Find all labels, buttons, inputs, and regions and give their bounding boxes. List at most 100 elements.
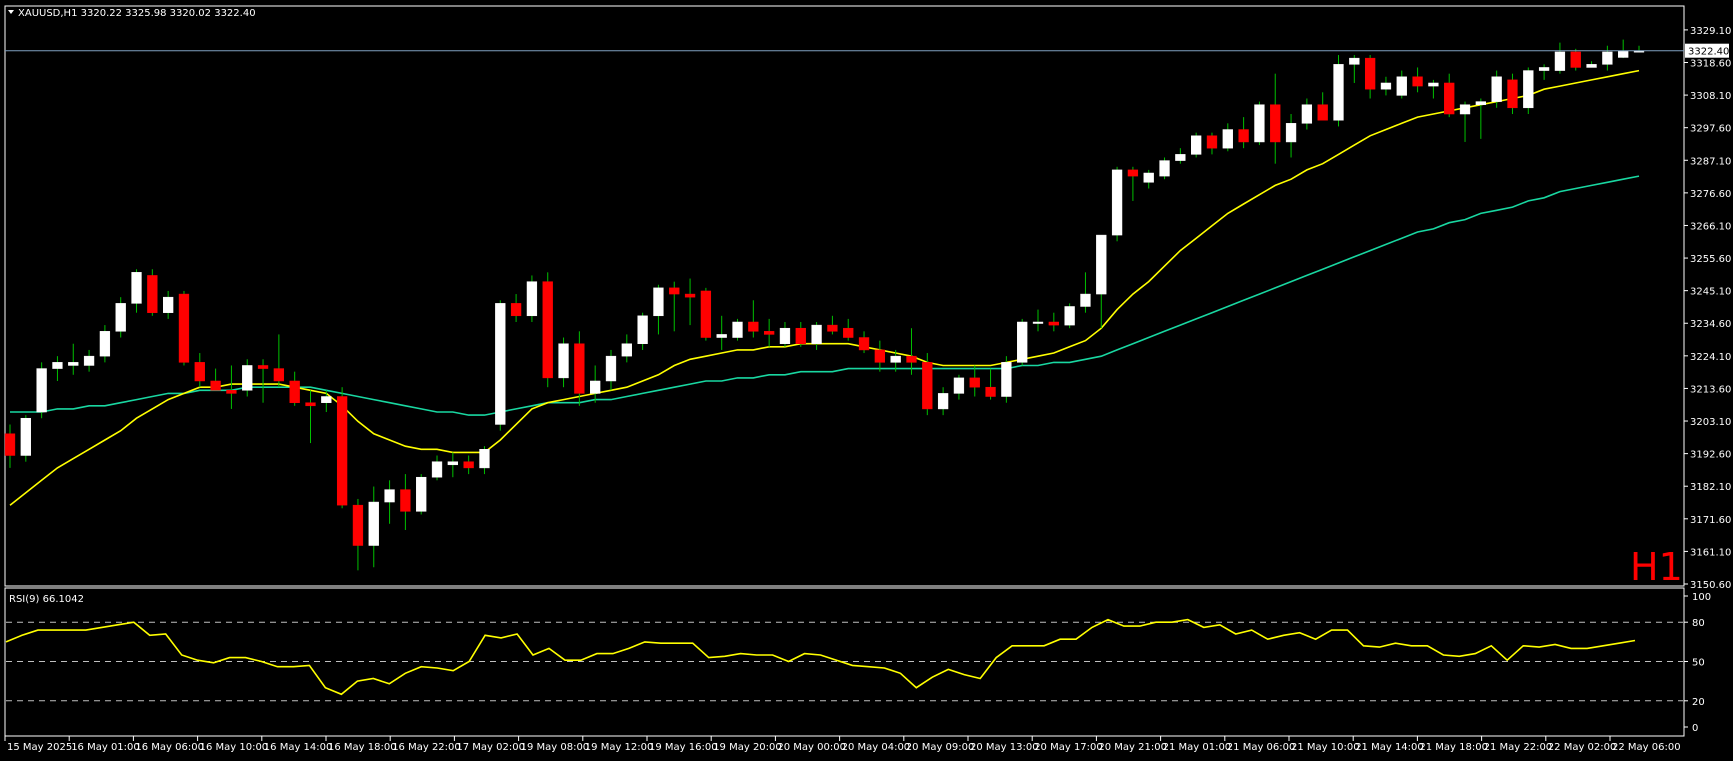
candle (1507, 73, 1518, 115)
bull-candle-body (1001, 362, 1012, 397)
bull-candle-body (384, 489, 395, 503)
candle (1206, 132, 1218, 155)
bull-candle-body (447, 461, 458, 466)
bull-candle-body (163, 296, 174, 313)
bull-candle-body (20, 417, 31, 456)
bull-candle-body (52, 362, 63, 369)
candle (431, 455, 443, 481)
candle (590, 365, 601, 403)
bull-candle-body (115, 303, 126, 332)
bear-candle-body (1127, 169, 1139, 177)
bull-candle-body (621, 343, 632, 357)
time-tick-label: 15 May 2025 (7, 742, 72, 753)
candle (953, 374, 965, 400)
candle (1032, 309, 1044, 332)
bull-candle-body (1428, 82, 1439, 87)
candle (447, 452, 458, 478)
candle (1301, 98, 1313, 130)
bull-candle-body (1538, 67, 1550, 71)
bear-candle-body (827, 324, 838, 332)
time-tick-label: 16 May 10:00 (200, 742, 269, 753)
candle (1111, 166, 1123, 242)
bull-candle-body (1475, 101, 1486, 105)
bear-candle-body (1270, 104, 1281, 143)
candle (1191, 132, 1202, 158)
candle (1064, 303, 1075, 329)
bear-candle-body (289, 380, 300, 403)
bear-candle-body (257, 365, 269, 369)
candle (321, 390, 332, 413)
bear-candle-body (669, 287, 680, 295)
candle (305, 390, 316, 444)
time-tick-label: 16 May 06:00 (135, 742, 204, 753)
candle (732, 318, 743, 341)
bull-candle-body (1380, 82, 1392, 90)
candle (495, 300, 506, 431)
bear-candle-body (858, 337, 870, 351)
rsi-tick-label: 100 (1692, 592, 1711, 603)
bull-candle-body (131, 272, 142, 304)
candle (700, 287, 712, 341)
candle (1222, 123, 1233, 152)
candle (779, 322, 791, 347)
candle (1317, 92, 1328, 121)
bull-candle-body (479, 449, 490, 469)
candle (858, 331, 870, 354)
candle (1270, 73, 1281, 164)
time-tick-label: 20 May 09:00 (906, 742, 975, 753)
candle (1444, 73, 1455, 118)
candle (384, 480, 395, 524)
bear-candle-body (1444, 82, 1455, 115)
candle (131, 269, 142, 313)
candle (210, 368, 221, 391)
price-tick-label: 3161.10 (1690, 547, 1731, 558)
rsi-tick-label: 50 (1692, 658, 1705, 669)
candle (716, 315, 727, 350)
bull-candle-body (1222, 129, 1233, 149)
candlestick-series (4, 39, 1645, 571)
candle (574, 331, 585, 406)
bear-candle-body (400, 489, 411, 512)
candle (1285, 114, 1297, 158)
candle (1159, 157, 1170, 180)
bull-candle-body (36, 368, 47, 413)
bull-candle-body (495, 303, 506, 425)
candle (416, 474, 427, 515)
candle (874, 340, 886, 372)
time-tick-label: 20 May 00:00 (777, 742, 846, 753)
bear-candle-body (969, 377, 980, 388)
price-tick-label: 3192.60 (1690, 450, 1731, 461)
time-tick-label: 19 May 12:00 (585, 742, 654, 753)
candle (20, 415, 31, 462)
candle (1080, 272, 1091, 313)
time-tick-label: 19 May 16:00 (649, 742, 718, 753)
time-tick-label: 20 May 17:00 (1034, 742, 1103, 753)
bear-candle-body (1048, 321, 1059, 326)
rsi-tick-label: 20 (1692, 697, 1705, 708)
bull-candle-body (953, 377, 965, 394)
candle (558, 337, 569, 388)
symbol-menu-triangle-icon[interactable] (8, 10, 14, 14)
bull-candle-body (431, 461, 443, 478)
bull-candle-body (732, 321, 743, 338)
bull-candle-body (1032, 321, 1044, 324)
bull-candle-body (1064, 306, 1075, 326)
time-tick-label: 22 May 06:00 (1612, 742, 1681, 753)
candle (1254, 101, 1265, 146)
candle (99, 325, 111, 363)
bull-candle-body (653, 287, 664, 317)
bull-candle-body (368, 501, 379, 546)
bull-candle-body (1523, 70, 1534, 109)
candle (906, 328, 917, 375)
last-price-box (1685, 43, 1729, 58)
bull-candle-body (1080, 293, 1091, 307)
candle (510, 294, 522, 323)
candle (463, 455, 474, 475)
bear-candle-body (463, 461, 474, 469)
candle (1428, 79, 1439, 99)
bear-candle-body (273, 368, 285, 382)
candle (1017, 318, 1028, 366)
